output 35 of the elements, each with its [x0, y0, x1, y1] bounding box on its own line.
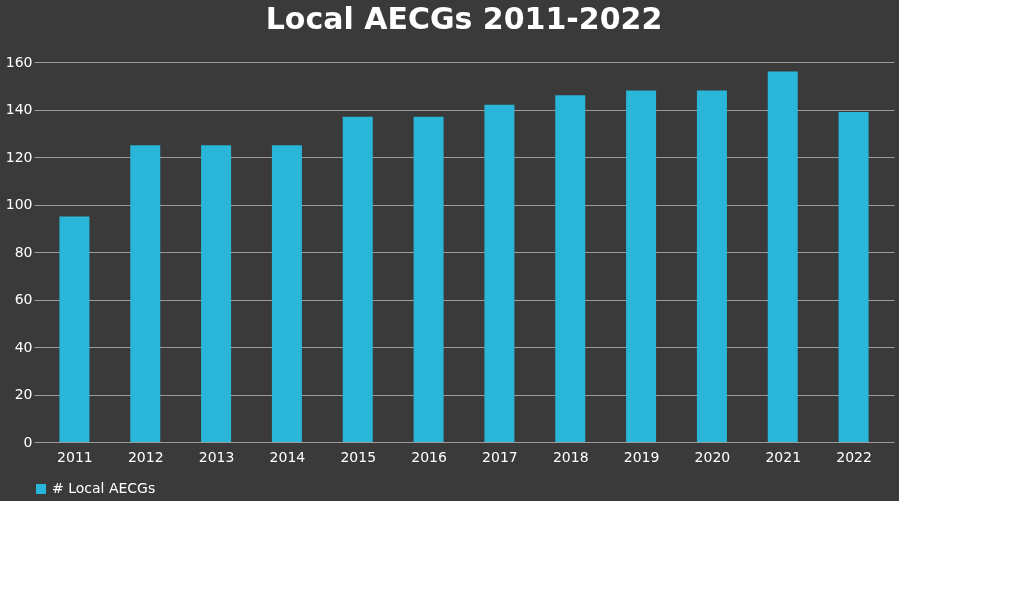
bar	[201, 145, 232, 442]
x-tick-label: 2011	[57, 448, 93, 465]
x-tick-label: 2017	[482, 448, 518, 465]
y-tick-label: 20	[14, 386, 33, 402]
bar	[59, 216, 90, 442]
x-tick-label: 2022	[836, 448, 872, 465]
x-tick-label: 2021	[765, 448, 802, 465]
y-tick-label: 60	[14, 291, 33, 307]
x-tick-label: 2013	[198, 448, 235, 465]
x-tick-label: 2020	[694, 448, 731, 465]
legend-label: # Local AECGs	[52, 480, 156, 496]
bar	[271, 145, 302, 442]
y-tick-label: 120	[5, 148, 33, 165]
bar	[767, 71, 798, 442]
y-tick-label: 140	[5, 101, 33, 117]
y-tick-label: 100	[5, 196, 33, 212]
y-tick-label: 80	[14, 243, 33, 260]
x-tick-label: 2018	[552, 448, 589, 465]
bar	[838, 111, 869, 442]
bar	[484, 104, 515, 442]
bar	[696, 90, 727, 442]
x-tick-label: 2015	[340, 448, 377, 465]
bar	[413, 116, 444, 442]
bar	[342, 116, 373, 442]
y-tick-label: 0	[23, 433, 33, 450]
bar	[555, 95, 586, 442]
bar	[130, 145, 161, 442]
x-tick-label: 2012	[127, 448, 164, 465]
chart-title: Local AECGs 2011-2022	[265, 1, 663, 36]
x-tick-label: 2019	[623, 448, 660, 465]
bar	[626, 90, 657, 442]
x-tick-label: 2016	[411, 448, 447, 465]
y-tick-label: 160	[5, 53, 33, 70]
x-tick-label: 2014	[269, 448, 306, 465]
y-tick-label: 40	[14, 338, 33, 355]
